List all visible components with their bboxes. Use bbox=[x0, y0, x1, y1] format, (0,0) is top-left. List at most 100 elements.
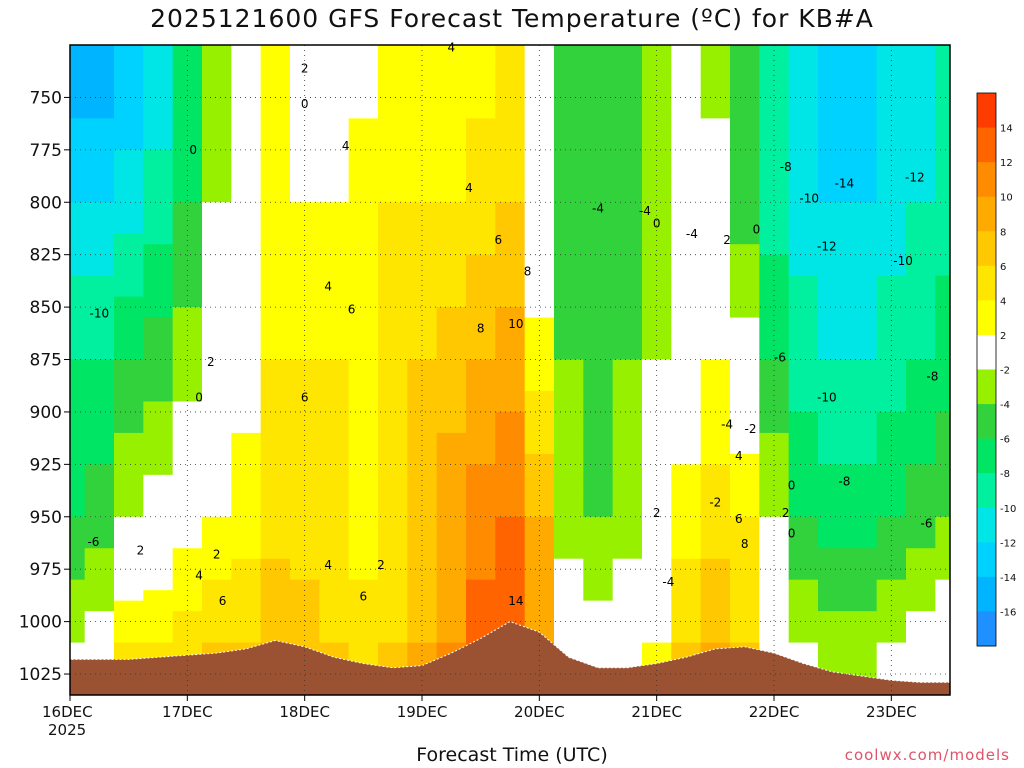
heatmap-cell bbox=[84, 338, 115, 350]
heatmap-cell bbox=[260, 464, 291, 476]
heatmap-cell bbox=[495, 495, 526, 507]
heatmap-cell bbox=[671, 506, 702, 518]
heatmap-cell bbox=[231, 527, 262, 539]
heatmap-cell bbox=[583, 495, 614, 507]
heatmap-cell bbox=[143, 107, 174, 119]
heatmap-cell bbox=[290, 621, 320, 633]
heatmap-cell bbox=[319, 107, 350, 119]
heatmap-cell bbox=[642, 191, 672, 203]
heatmap-cell bbox=[612, 65, 643, 78]
colorbar-label: 4 bbox=[1000, 296, 1006, 307]
heatmap-cell bbox=[700, 422, 731, 434]
heatmap-cell bbox=[202, 390, 232, 403]
heatmap-cell bbox=[70, 579, 86, 591]
heatmap-cell bbox=[378, 464, 408, 476]
contour-label: 0 bbox=[753, 223, 761, 237]
heatmap-cell bbox=[671, 579, 702, 591]
heatmap-cell bbox=[466, 328, 496, 340]
heatmap-cell bbox=[906, 107, 936, 119]
heatmap-cell bbox=[348, 202, 379, 214]
heatmap-cell bbox=[114, 191, 144, 203]
heatmap-cell bbox=[788, 139, 819, 151]
heatmap-cell bbox=[114, 516, 144, 528]
colorbar-label: 8 bbox=[1000, 227, 1006, 238]
heatmap-cell bbox=[495, 443, 526, 455]
heatmap-cell bbox=[612, 579, 643, 591]
heatmap-cell bbox=[906, 632, 936, 644]
heatmap-cell bbox=[700, 579, 731, 591]
heatmap-cell bbox=[788, 328, 819, 340]
heatmap-cell bbox=[172, 411, 203, 424]
heatmap-cell bbox=[554, 590, 584, 602]
heatmap-cell bbox=[202, 149, 232, 161]
heatmap-cell bbox=[172, 558, 203, 570]
heatmap-cell bbox=[671, 537, 702, 549]
credit-link[interactable]: coolwx.com/models bbox=[844, 746, 1010, 764]
heatmap-cell bbox=[143, 642, 174, 654]
heatmap-cell bbox=[202, 464, 232, 476]
heatmap-cell bbox=[935, 191, 950, 203]
colorbar-label: 14 bbox=[1000, 124, 1013, 135]
heatmap-cell bbox=[612, 286, 643, 298]
heatmap-cell bbox=[642, 275, 672, 287]
heatmap-cell bbox=[70, 390, 86, 403]
heatmap-cell bbox=[730, 611, 760, 623]
heatmap-cell bbox=[759, 191, 790, 203]
heatmap-cell bbox=[84, 181, 115, 193]
contour-label: -12 bbox=[905, 170, 925, 184]
heatmap-cell bbox=[114, 380, 144, 392]
heatmap-cell bbox=[759, 170, 790, 182]
heatmap-cell bbox=[290, 139, 320, 151]
heatmap-cell bbox=[70, 411, 86, 424]
heatmap-cell bbox=[730, 569, 760, 581]
heatmap-cell bbox=[524, 139, 555, 151]
heatmap-cell bbox=[495, 202, 526, 214]
heatmap-cell bbox=[202, 380, 232, 392]
heatmap-cell bbox=[114, 485, 144, 497]
heatmap-cell bbox=[70, 296, 86, 308]
heatmap-cell bbox=[260, 212, 291, 224]
heatmap-cell bbox=[290, 338, 320, 350]
heatmap-cell bbox=[642, 97, 672, 109]
heatmap-cell bbox=[70, 359, 86, 371]
heatmap-cell bbox=[583, 569, 614, 581]
heatmap-cell bbox=[876, 107, 907, 119]
contour-label: -10 bbox=[893, 254, 913, 268]
heatmap-cell bbox=[202, 632, 232, 644]
heatmap-cell bbox=[202, 432, 232, 444]
contour-label: 2 bbox=[137, 544, 145, 558]
heatmap-cell bbox=[671, 590, 702, 602]
heatmap-cell bbox=[876, 296, 907, 308]
heatmap-cell bbox=[143, 474, 174, 486]
heatmap-cell bbox=[906, 495, 936, 507]
heatmap-cell bbox=[84, 223, 115, 235]
heatmap-cell bbox=[788, 45, 819, 57]
heatmap-cell bbox=[84, 642, 115, 654]
heatmap-cell bbox=[319, 401, 350, 413]
heatmap-cell bbox=[671, 370, 702, 382]
heatmap-cell bbox=[788, 149, 819, 161]
heatmap-cell bbox=[84, 632, 115, 644]
heatmap-cell bbox=[202, 86, 232, 99]
heatmap-cell bbox=[436, 506, 467, 518]
heatmap-cell bbox=[290, 244, 320, 256]
heatmap-cell bbox=[114, 390, 144, 403]
heatmap-cell bbox=[114, 370, 144, 382]
contour-label: 0 bbox=[653, 216, 661, 230]
heatmap-cell bbox=[906, 65, 936, 78]
heatmap-cell bbox=[260, 223, 291, 235]
heatmap-cell bbox=[935, 506, 950, 518]
heatmap-cell bbox=[348, 338, 379, 350]
heatmap-cell bbox=[876, 611, 907, 623]
heatmap-cell bbox=[84, 275, 115, 287]
contour-label: 4 bbox=[324, 558, 332, 572]
heatmap-cell bbox=[436, 432, 467, 444]
heatmap-cell bbox=[935, 349, 950, 361]
heatmap-cell bbox=[935, 338, 950, 350]
heatmap-cell bbox=[700, 349, 731, 361]
heatmap-cell bbox=[143, 307, 174, 319]
heatmap-cell bbox=[495, 181, 526, 193]
heatmap-cell bbox=[612, 254, 643, 266]
heatmap-cell bbox=[906, 86, 936, 99]
heatmap-cell bbox=[876, 653, 907, 665]
